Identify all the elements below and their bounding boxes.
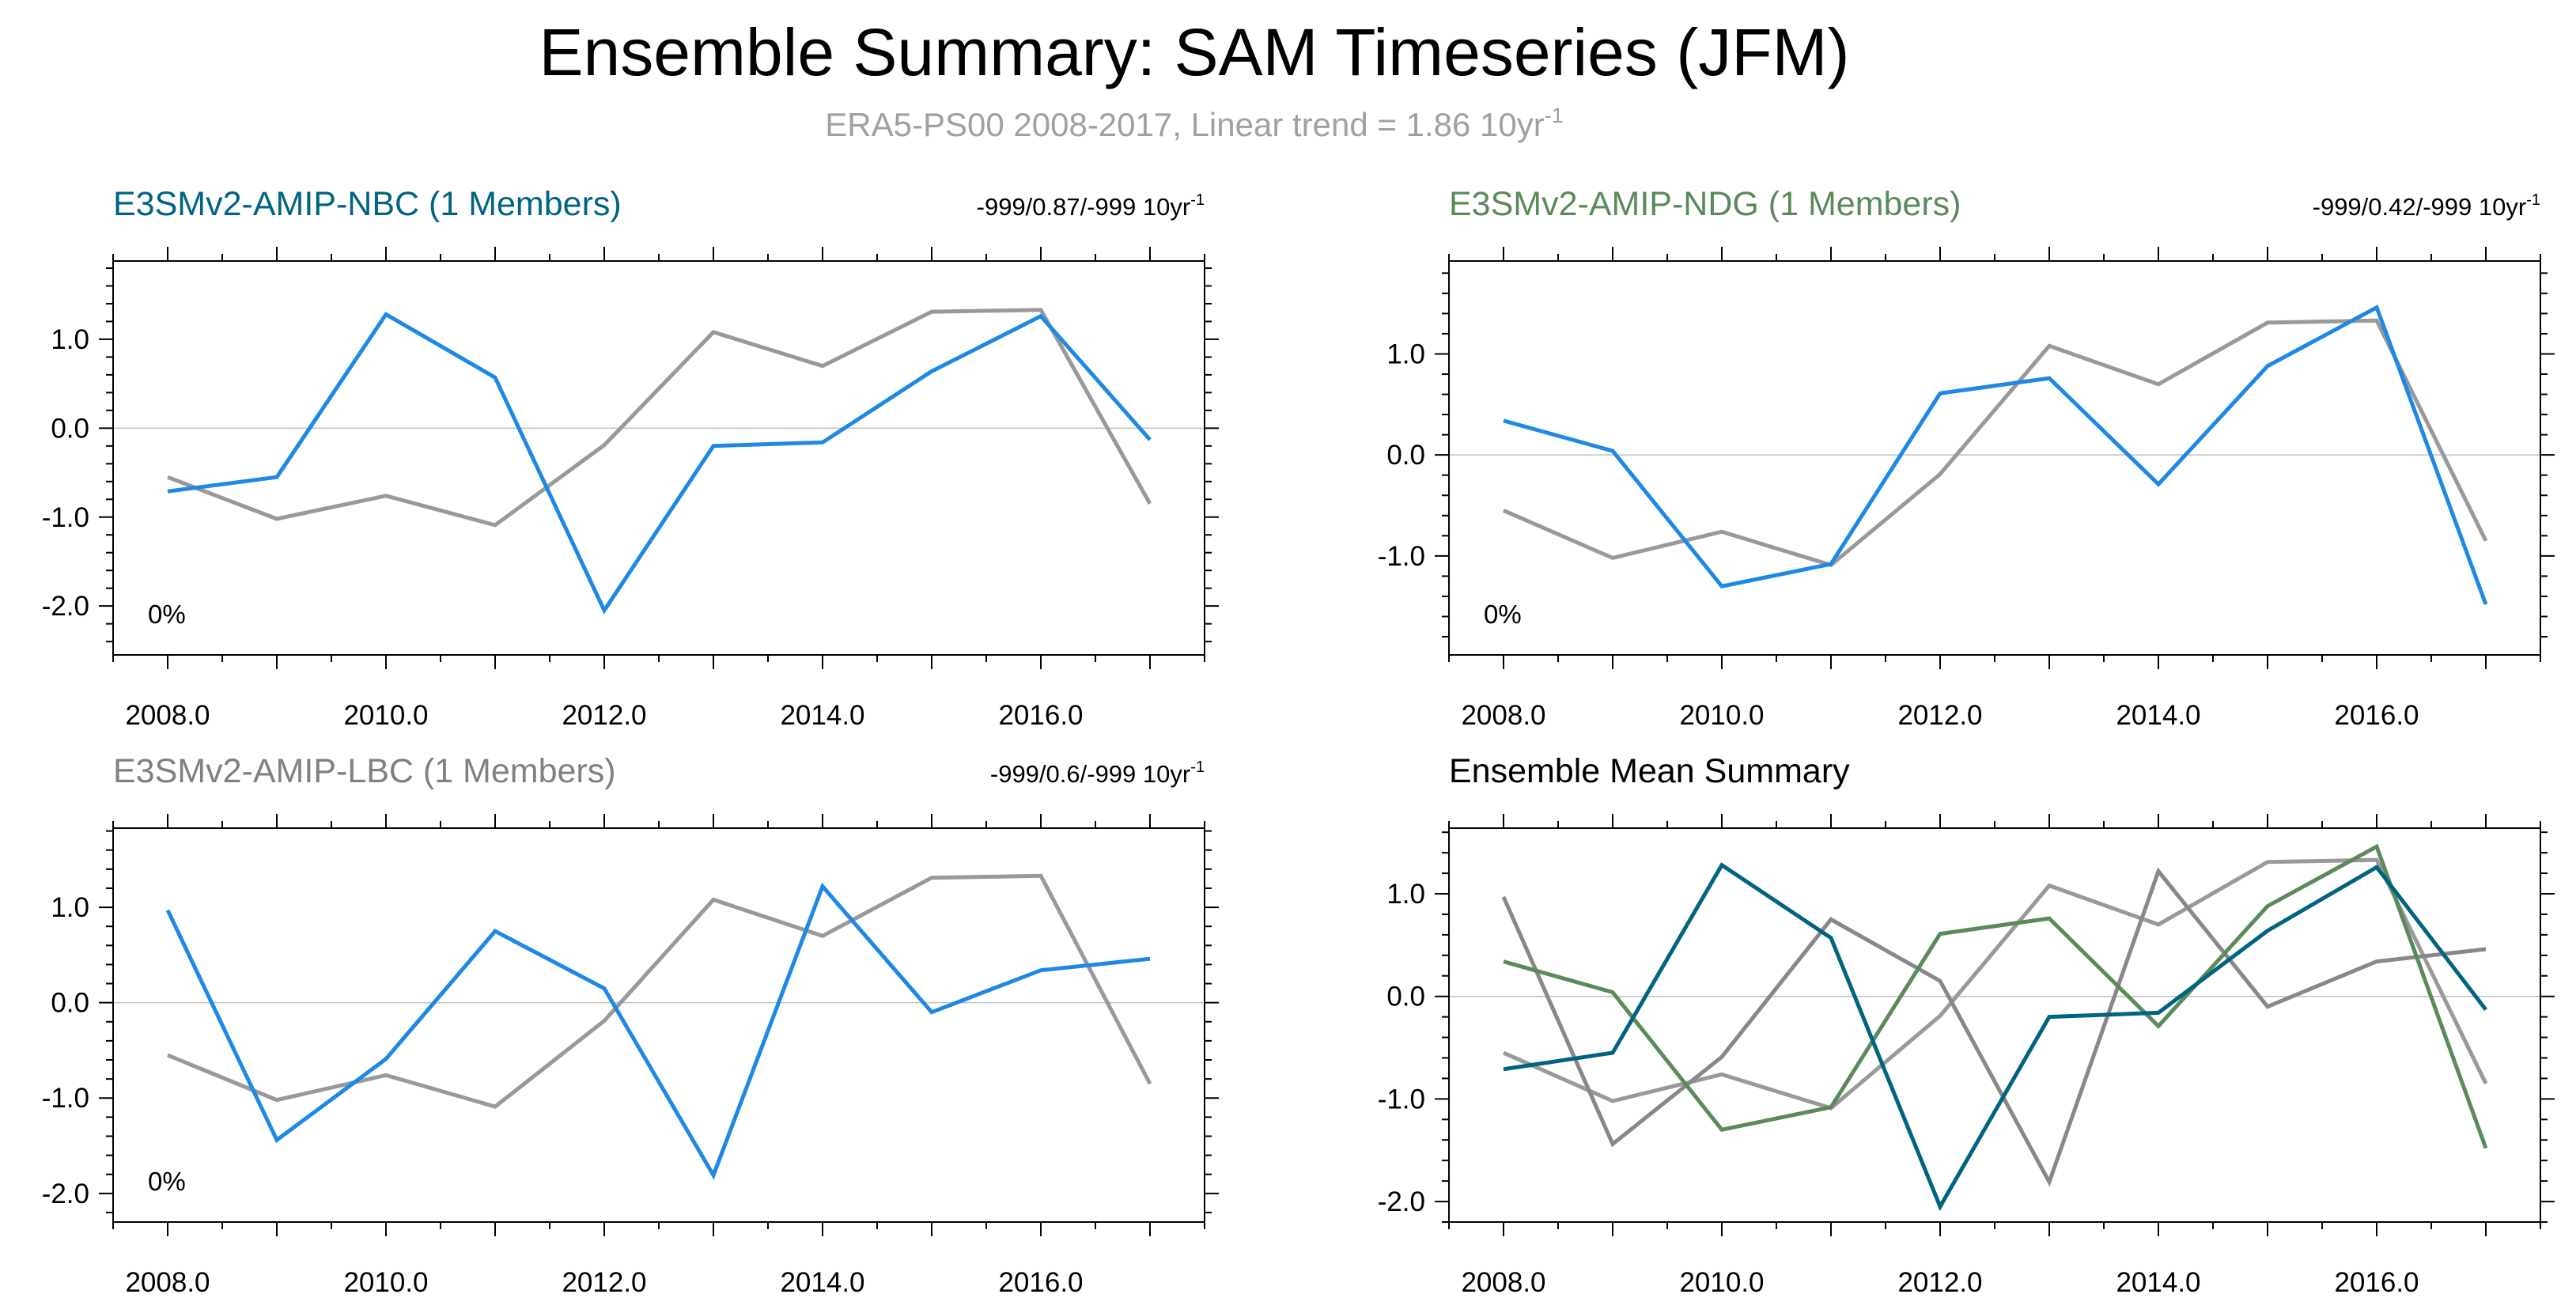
y-tick-label: -2.0: [1378, 1186, 1425, 1217]
y-tick-label: -1.0: [1378, 541, 1425, 572]
x-tick-label: 2012.0: [1897, 1267, 1982, 1298]
panel-title: Ensemble Mean Summary: [1449, 752, 1850, 790]
y-tick-label: -1.0: [42, 1083, 89, 1114]
y-tick-label: -1.0: [1378, 1084, 1425, 1114]
series-line-era5-ps00: [167, 873, 1152, 1109]
panel-title: E3SMv2-AMIP-LBC (1 Members): [113, 752, 616, 790]
x-tick-label: 2010.0: [343, 700, 428, 731]
x-tick-label: 2016.0: [998, 1267, 1083, 1298]
trend-label: -999/0.42/-999 10yr-1: [2313, 191, 2540, 221]
chart-panels: E3SMv2-AMIP-NBC (1 Members) -999/0.87/-99…: [42, 185, 2555, 1298]
x-tick-label: 2014.0: [780, 1267, 864, 1298]
y-tick-label: 0.0: [51, 413, 89, 444]
trend-label: -999/0.6/-999 10yr-1: [990, 759, 1205, 788]
series-line-e3smv2-amip-ndg: [1503, 305, 2488, 606]
y-tick-label: 1.0: [1386, 879, 1425, 910]
x-tick-label: 2012.0: [562, 700, 646, 731]
x-tick-label: 2008.0: [125, 700, 210, 731]
series-line-e3smv2-amip-lbc: [1501, 867, 2487, 1187]
x-tick-label: 2012.0: [562, 1267, 646, 1298]
x-tick-label: 2010.0: [343, 1267, 428, 1298]
chart-panel-nbc: E3SMv2-AMIP-NBC (1 Members) -999/0.87/-99…: [42, 185, 1219, 731]
x-tick-label: 2016.0: [998, 700, 1083, 731]
chart-panel-mean: Ensemble Mean Summary 2008.0 2010.0 2012.0 2…: [1378, 752, 2555, 1298]
x-tick-label: 2008.0: [1461, 700, 1545, 731]
series-line-e3smv2-amip-nbc: [167, 312, 1152, 615]
trend-label-text: -999/0.42/-999 10yr: [2313, 193, 2527, 221]
figure-title: Ensemble Summary: SAM Timeseries (JFM): [539, 15, 1850, 89]
trend-label-superscript: -1: [2526, 191, 2540, 209]
y-tick-label: 1.0: [51, 892, 89, 923]
x-tick-label: 2014.0: [2116, 1267, 2200, 1298]
x-tick-label: 2016.0: [2334, 1267, 2419, 1298]
trend-label-superscript: -1: [1190, 191, 1205, 209]
x-tick-label: 2010.0: [1679, 1267, 1764, 1298]
series-line-e3smv2-amip-ndg: [1503, 843, 2488, 1149]
x-tick-label: 2008.0: [125, 1267, 210, 1298]
y-tick-label: 0.0: [1386, 440, 1425, 471]
series-line-era5-ps00: [1502, 857, 2488, 1111]
y-tick-label: 1.0: [1386, 339, 1425, 369]
panel-title: E3SMv2-AMIP-NDG (1 Members): [1449, 185, 1961, 223]
figure-subtitle-superscript: -1: [1545, 104, 1564, 127]
percent-label: 0%: [148, 600, 186, 629]
x-tick-label: 2010.0: [1679, 700, 1764, 731]
y-tick-label: -2.0: [42, 1179, 89, 1209]
x-tick-label: 2014.0: [2116, 700, 2200, 731]
x-tick-label: 2014.0: [780, 700, 864, 731]
x-tick-label: 2012.0: [1897, 700, 1982, 731]
y-tick-label: 0.0: [1386, 982, 1425, 1012]
series-line-era5-ps00: [167, 308, 1152, 528]
y-tick-label: -2.0: [42, 591, 89, 622]
percent-label: 0%: [148, 1167, 186, 1196]
figure-subtitle-text: ERA5-PS00 2008-2017, Linear trend = 1.86…: [825, 106, 1544, 143]
trend-label-text: -999/0.6/-999 10yr: [990, 760, 1190, 788]
y-tick-label: -1.0: [42, 502, 89, 533]
chart-panel-lbc: E3SMv2-AMIP-LBC (1 Members) -999/0.6/-999…: [42, 752, 1219, 1298]
series-line-e3smv2-amip-nbc: [1503, 862, 2487, 1212]
x-tick-label: 2008.0: [1461, 1267, 1545, 1298]
trend-label-superscript: -1: [1190, 759, 1205, 776]
trend-label: -999/0.87/-999 10yr-1: [977, 191, 1205, 221]
series-line-era5-ps00: [1503, 318, 2488, 568]
figure-subtitle: ERA5-PS00 2008-2017, Linear trend = 1.86…: [825, 104, 1563, 143]
x-tick-label: 2016.0: [2334, 700, 2419, 731]
panel-title: E3SMv2-AMIP-NBC (1 Members): [113, 185, 622, 223]
trend-label-text: -999/0.87/-999 10yr: [977, 193, 1191, 221]
y-tick-label: 1.0: [51, 324, 89, 355]
chart-panel-ndg: E3SMv2-AMIP-NDG (1 Members) -999/0.42/-99…: [1378, 185, 2555, 731]
series-line-e3smv2-amip-lbc: [165, 882, 1151, 1180]
y-tick-label: 0.0: [51, 988, 89, 1019]
percent-label: 0%: [1484, 600, 1522, 629]
